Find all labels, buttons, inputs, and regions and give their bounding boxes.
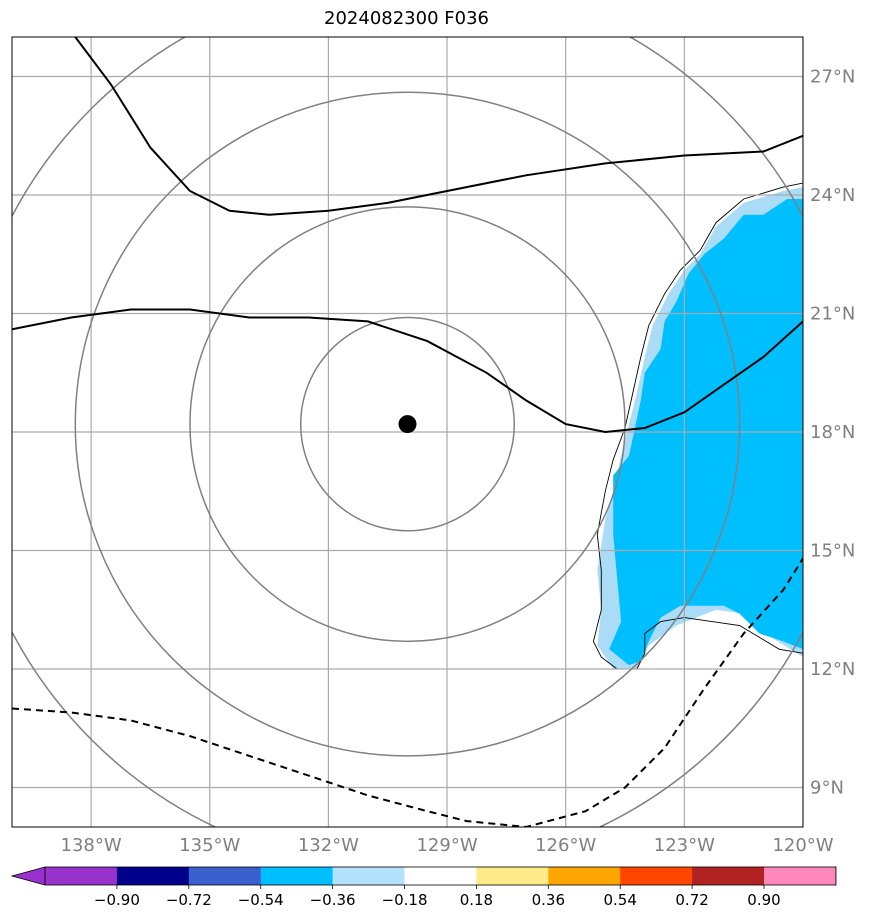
colorbar: −0.90 −0.72 −0.54 −0.36 −0.18 0.18 0.36 0.54 0.7… (10, 866, 837, 909)
map-frame (11, 36, 804, 828)
y-tick-label: 9°N (810, 778, 844, 799)
y-tick-label: 15°N (810, 541, 855, 562)
colorbar-tick-label: 0.36 (532, 891, 565, 909)
colorbar-segment (45, 867, 118, 885)
colorbar-tick-label: 0.54 (604, 891, 637, 909)
colorbar-segment (404, 867, 477, 885)
colorbar-segment (692, 867, 765, 885)
y-tick-label: 21°N (810, 304, 855, 325)
x-tick-label: 123°W (654, 835, 715, 856)
chart-title: 2024082300 F036 (324, 8, 489, 29)
colorbar-segment (764, 867, 837, 885)
contour-solid-0 (74, 37, 803, 216)
colorbar-tick-label: 0.18 (460, 891, 493, 909)
contour-solid-1 (12, 308, 803, 434)
y-tick-label: 27°N (810, 67, 855, 88)
x-tick-label: 132°W (298, 835, 359, 856)
colorbar-segment (476, 867, 549, 885)
range-ring-2 (74, 91, 741, 757)
contour-dashed-2 (12, 557, 803, 827)
storm-center-marker (398, 415, 417, 434)
colorbar-tick-label: −0.36 (310, 891, 356, 909)
y-tick-label: 24°N (810, 185, 855, 206)
colorbar-tick-label: −0.18 (382, 891, 428, 909)
colorbar-tick-label: −0.90 (94, 891, 140, 909)
colorbar-segment (188, 867, 262, 885)
colorbar-frame (44, 866, 837, 886)
colorbar-tick-label: −0.54 (238, 891, 284, 909)
x-tick-label: 120°W (772, 835, 833, 856)
range-ring-0 (299, 316, 516, 532)
x-tick-label: 138°W (61, 835, 122, 856)
colorbar-tick-label: 0.90 (747, 891, 780, 909)
x-tick-label: 126°W (535, 835, 596, 856)
colorbar-segment (260, 867, 334, 885)
colorbar-under-extension (10, 866, 46, 886)
coastline (592, 182, 803, 670)
y-tick-label: 18°N (810, 422, 855, 443)
colorbar-tick-label: 0.72 (675, 891, 708, 909)
x-tick-label: 129°W (416, 835, 477, 856)
axis-ticks: 138°W 135°W 132°W 129°W 126°W 123°W 120°W 9°N 12… (61, 67, 856, 857)
range-ring-1 (189, 206, 626, 643)
x-tick-label: 135°W (179, 835, 240, 856)
map-plot-area (12, 37, 803, 827)
colorbar-tick-label: −0.72 (166, 891, 212, 909)
colorbar-segment (548, 867, 621, 885)
colorbar-segment (332, 867, 406, 885)
colorbar-segment (620, 867, 693, 885)
colorbar-segment (116, 867, 190, 885)
y-tick-label: 12°N (810, 659, 855, 680)
